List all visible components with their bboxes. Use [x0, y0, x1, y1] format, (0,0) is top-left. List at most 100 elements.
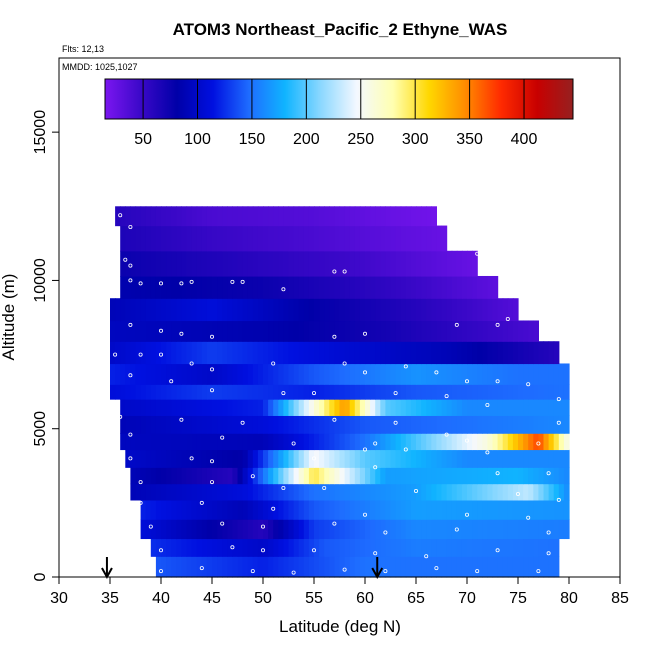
sample-point [189, 279, 194, 284]
heatmap-cell [237, 320, 244, 342]
heatmap-cell [365, 467, 371, 485]
heatmap-cell [130, 250, 137, 277]
heatmap-cell [303, 363, 310, 385]
heatmap-cell [145, 499, 152, 520]
heatmap-cell [186, 449, 193, 468]
heatmap-cell [150, 519, 157, 540]
heatmap-cell [298, 415, 305, 434]
heatmap-cell [436, 449, 443, 468]
heatmap-cell [181, 538, 188, 557]
heatmap-cell [278, 225, 284, 252]
heatmap-cell [472, 363, 478, 385]
heatmap-cell [553, 556, 560, 578]
heatmap-cell [416, 556, 422, 578]
heatmap-cell [543, 499, 550, 520]
heatmap-cell [319, 320, 325, 342]
heatmap-cell [441, 519, 448, 540]
heatmap-cell [212, 206, 218, 227]
heatmap-cell [268, 499, 274, 520]
heatmap-cell [538, 433, 545, 451]
heatmap-cell [365, 519, 371, 540]
heatmap-cell [145, 467, 152, 485]
heatmap-cell [528, 538, 534, 557]
heatmap-cell [339, 415, 346, 434]
heatmap-cell [456, 320, 463, 342]
heatmap-cell [431, 538, 437, 557]
heatmap-cell [125, 415, 131, 434]
heatmap-cell [171, 415, 177, 434]
heatmap-cell [482, 538, 488, 557]
heatmap-cell [329, 341, 335, 365]
heatmap-cell [186, 341, 193, 365]
heatmap-cell [232, 275, 239, 299]
heatmap-cell [487, 415, 494, 434]
heatmap-cell [130, 363, 137, 385]
heatmap-cell [507, 556, 514, 578]
heatmap-cell [507, 467, 514, 485]
heatmap-cell [385, 519, 392, 540]
sample-point [271, 361, 276, 366]
heatmap-cell [298, 225, 305, 252]
heatmap-cell [232, 556, 239, 578]
heatmap-cell [222, 298, 228, 322]
heatmap-cell [155, 320, 162, 342]
sample-point [383, 569, 388, 574]
heatmap-cell [370, 483, 376, 501]
heatmap-cell [405, 538, 412, 557]
heatmap-cell [278, 250, 284, 277]
heatmap-cell [314, 415, 320, 434]
heatmap-cell [523, 556, 529, 578]
heatmap-row [140, 499, 570, 520]
heatmap-cell [375, 320, 381, 342]
heatmap-cell [201, 275, 208, 299]
heatmap-cell [212, 320, 218, 342]
sample-point [403, 364, 408, 369]
heatmap-cell [426, 298, 432, 322]
heatmap-cell [512, 384, 519, 400]
heatmap-cell [268, 206, 274, 227]
heatmap-cell [166, 341, 172, 365]
heatmap-cell [222, 519, 228, 540]
heatmap-cell [558, 415, 565, 434]
heatmap-cell [477, 363, 483, 385]
heatmap-cell [390, 483, 397, 501]
heatmap-cell [370, 363, 376, 385]
heatmap-cell [329, 275, 335, 299]
heatmap-cell [278, 519, 284, 540]
heatmap-cell [303, 275, 310, 299]
heatmap-cell [314, 519, 320, 540]
heatmap-cell [416, 275, 422, 299]
heatmap-cell [528, 556, 534, 578]
heatmap-cell [288, 275, 295, 299]
heatmap-cell [451, 449, 458, 468]
heatmap-cell [405, 483, 412, 501]
heatmap-cell [201, 538, 208, 557]
heatmap-cell [349, 225, 356, 252]
heatmap-cell [467, 538, 473, 557]
heatmap-cell [349, 538, 356, 557]
heatmap-cell [456, 556, 463, 578]
heatmap-cell [217, 298, 223, 322]
heatmap-cell [161, 556, 167, 578]
heatmap-cell [186, 320, 193, 342]
heatmap-row [110, 320, 539, 342]
sample-point [464, 379, 469, 384]
heatmap-cell [196, 275, 203, 299]
heatmap-cell [319, 384, 325, 400]
heatmap-cell [451, 467, 458, 485]
heatmap-cell [512, 499, 519, 520]
heatmap-cell [263, 483, 269, 501]
heatmap-cell [492, 519, 499, 540]
heatmap-cell [533, 467, 539, 485]
heatmap-cell [548, 384, 555, 400]
heatmap-cell [166, 433, 172, 451]
heatmap-cell [329, 399, 335, 416]
heatmap-cell [115, 363, 121, 385]
heatmap-cell [166, 320, 172, 342]
heatmap-cell [365, 275, 371, 299]
heatmap-cell [359, 483, 366, 501]
heatmap-cell [512, 320, 519, 342]
heatmap-cell [257, 433, 264, 451]
heatmap-cell [344, 499, 351, 520]
heatmap-cell [324, 467, 330, 485]
